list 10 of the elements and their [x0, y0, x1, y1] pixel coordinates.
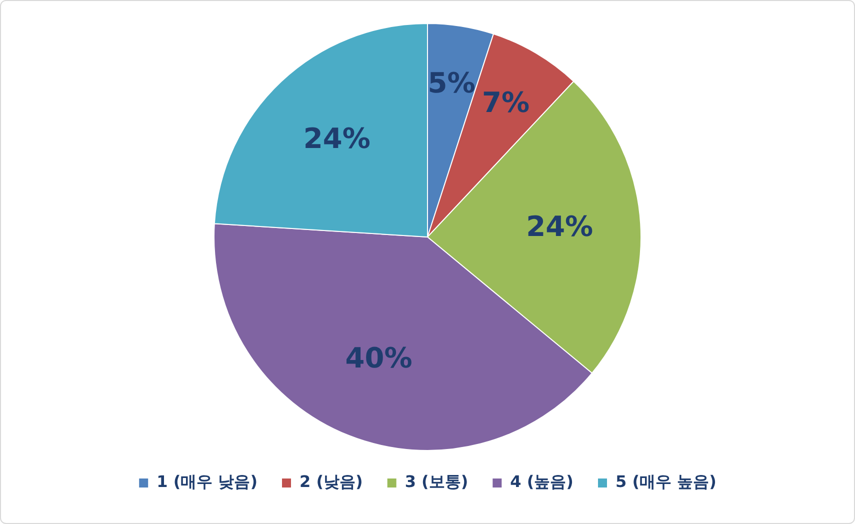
data-label: 24% [526, 210, 594, 243]
data-label: 5% [428, 66, 476, 100]
legend-label: 2 (낮음) [300, 472, 363, 492]
data-label: 40% [345, 341, 412, 374]
legend-label: 4 (높음) [510, 472, 574, 492]
legend-label: 5 (매우 높음) [615, 472, 716, 492]
data-label: 24% [303, 122, 370, 155]
data-label: 7% [482, 86, 530, 119]
legend-label: 3 (보통) [404, 472, 468, 492]
legend-label: 1 (매우 낮음) [156, 472, 258, 492]
